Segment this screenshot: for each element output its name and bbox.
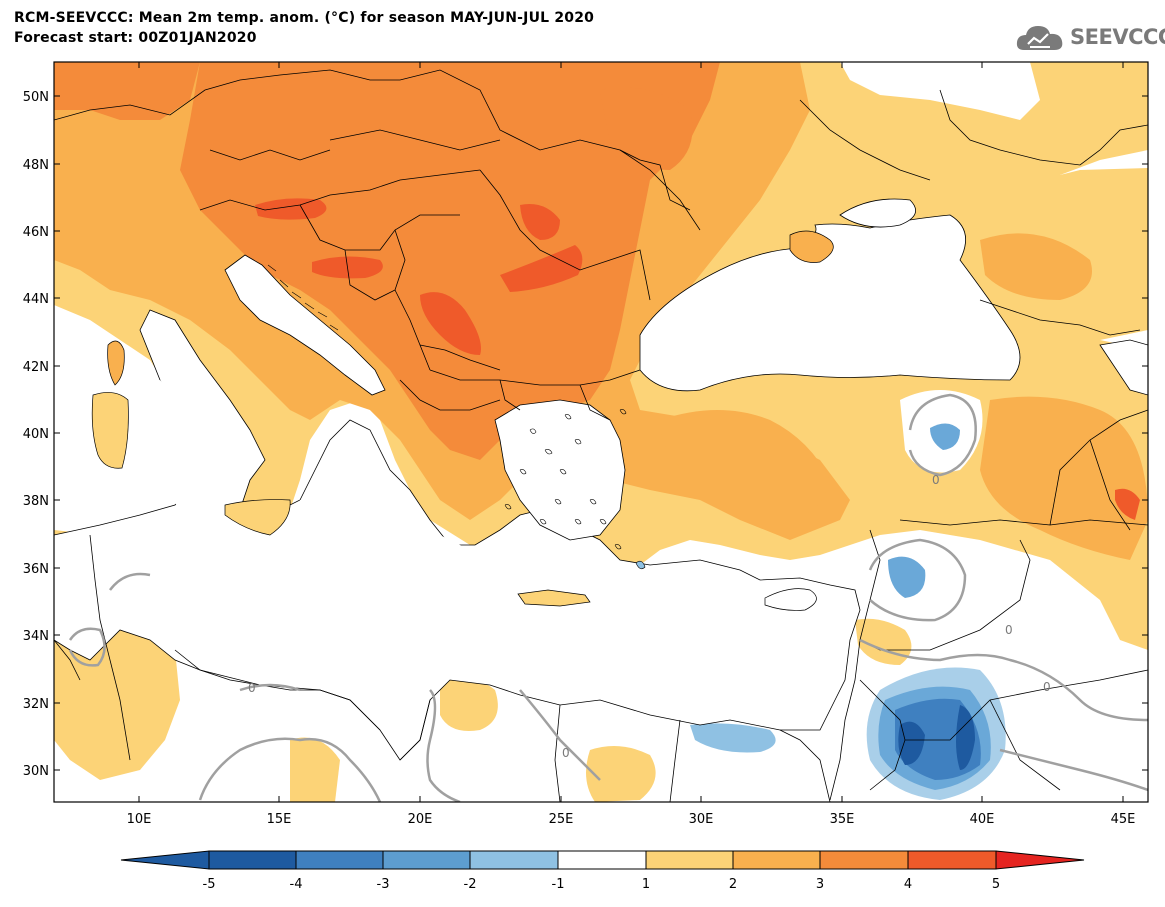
- colorbar-swatch: [208, 850, 297, 870]
- sicily-island: [224, 499, 291, 536]
- cold-region-minus1-turkey: [930, 423, 960, 450]
- warm-region-plus2-turkey: [660, 410, 830, 520]
- colorbar-swatch: [907, 850, 997, 870]
- contour-labels: 0 0 0 0 0: [248, 473, 1051, 760]
- crimea-peninsula: [789, 230, 834, 263]
- cold-region-minus4-jordan-e: [956, 705, 975, 770]
- longitude-labels: 10E 15E 20E 25E 30E 35E 40E 45E: [127, 812, 1136, 827]
- lat-label: 42N: [23, 360, 49, 375]
- map-title: RCM-SEEVCCC: Mean 2m temp. anom. (°C) fo…: [14, 10, 595, 26]
- lat-label: 34N: [23, 629, 49, 644]
- warm-region-plus3: [180, 62, 720, 460]
- colorbar-label: -5: [203, 877, 216, 892]
- crete-island: [517, 589, 591, 607]
- contour-label: 0: [1005, 623, 1013, 637]
- axis-ticks: [54, 62, 1148, 802]
- lon-label: 20E: [408, 812, 433, 827]
- contour-label: 0: [932, 473, 940, 487]
- azov-sea: [839, 198, 917, 228]
- colorbar-label: -2: [464, 877, 477, 892]
- map-frame: [53, 61, 1149, 803]
- warm-region-plus3-north: [54, 62, 200, 120]
- warm-region-plus2-caucasus: [980, 396, 1148, 560]
- colorbar-swatch: [732, 850, 821, 870]
- warm-region-plus4-alps: [255, 198, 327, 220]
- warm-region-plus4-serbia: [420, 292, 481, 355]
- warm-region-plus1-libya: [440, 676, 498, 731]
- cyprus-island: [764, 588, 817, 611]
- aegean-islands: [504, 409, 627, 550]
- cloud-logo-icon: [1016, 26, 1063, 50]
- dalmatian-islands: [267, 264, 339, 331]
- seevccc-logo: SEEVCCC: [1016, 22, 1165, 54]
- colorbar: [120, 850, 1085, 870]
- contour-label: 0: [248, 681, 256, 695]
- colorbar-label: 5: [992, 877, 1000, 892]
- colorbar-arrow-right: [995, 850, 1085, 870]
- cold-region-minus4-jordan-w: [898, 721, 925, 765]
- warm-region-plus2-russia: [980, 233, 1092, 300]
- lon-label: 25E: [549, 812, 574, 827]
- colorbar-swatch: [295, 850, 384, 870]
- adriatic-sea: [224, 254, 386, 396]
- ionian-sea: [280, 500, 470, 620]
- lon-label: 45E: [1111, 812, 1136, 827]
- warm-region-plus3-ukraine: [600, 87, 693, 170]
- cold-region-minus1-syria: [888, 556, 926, 598]
- colorbar-swatch: [819, 850, 909, 870]
- lat-label: 30N: [23, 764, 49, 779]
- latitude-labels: 50N 48N 46N 44N 42N 40N 38N 36N 34N 32N …: [23, 90, 49, 779]
- colorbar-swatch: [469, 850, 559, 870]
- tyrrhenian-sea: [130, 380, 230, 510]
- forecast-start-label: Forecast start: 00Z01JAN2020: [14, 30, 257, 46]
- warm-region-plus4-romania-s: [500, 245, 583, 292]
- cold-region-minus1-egypt: [690, 723, 776, 753]
- lat-label: 32N: [23, 697, 49, 712]
- warm-region-plus4-east: [1115, 488, 1140, 520]
- colorbar-label: -1: [552, 877, 565, 892]
- lat-label: 48N: [23, 158, 49, 173]
- corsica-island: [107, 340, 125, 386]
- contour-label: 0: [562, 746, 570, 760]
- warm-region-plus1-africa-w: [290, 737, 340, 802]
- colorbar-label: 2: [729, 877, 737, 892]
- lat-label: 44N: [23, 292, 49, 307]
- lon-label: 10E: [127, 812, 152, 827]
- sea-areas: [54, 198, 1148, 761]
- colorbar-label: 3: [816, 877, 824, 892]
- lon-label: 15E: [267, 812, 292, 827]
- sardinia-island: [91, 392, 129, 469]
- lat-label: 50N: [23, 90, 49, 105]
- caspian-sea: [1099, 339, 1148, 396]
- islands: [91, 230, 834, 611]
- lon-label: 40E: [970, 812, 995, 827]
- warm-region-plus4-romania: [520, 204, 560, 240]
- colorbar-swatch: [382, 850, 471, 870]
- lon-label: 35E: [830, 812, 855, 827]
- lat-label: 46N: [23, 225, 49, 240]
- lat-label: 40N: [23, 427, 49, 442]
- colorbar-arrow-left: [120, 850, 210, 870]
- country-borders: [54, 69, 1148, 802]
- colorbar-label: -3: [377, 877, 390, 892]
- colorbar-label: 4: [904, 877, 912, 892]
- colorbar-swatch: [557, 850, 647, 870]
- lon-label: 30E: [689, 812, 714, 827]
- warm-region-plus1-egypt: [586, 746, 656, 802]
- logo-text: SEEVCCC: [1070, 25, 1165, 49]
- colorbar-label: 1: [642, 877, 650, 892]
- zero-anomaly-contours: [68, 393, 1148, 802]
- lat-label: 36N: [23, 562, 49, 577]
- contour-label: 0: [1043, 680, 1051, 694]
- colorbar-labels: -5 -4 -3 -2 -1 1 2 3 4 5: [203, 877, 1001, 892]
- rhodes-island: [635, 560, 646, 570]
- lat-label: 38N: [23, 494, 49, 509]
- colorbar-label: -4: [290, 877, 303, 892]
- colorbar-swatch: [645, 850, 734, 870]
